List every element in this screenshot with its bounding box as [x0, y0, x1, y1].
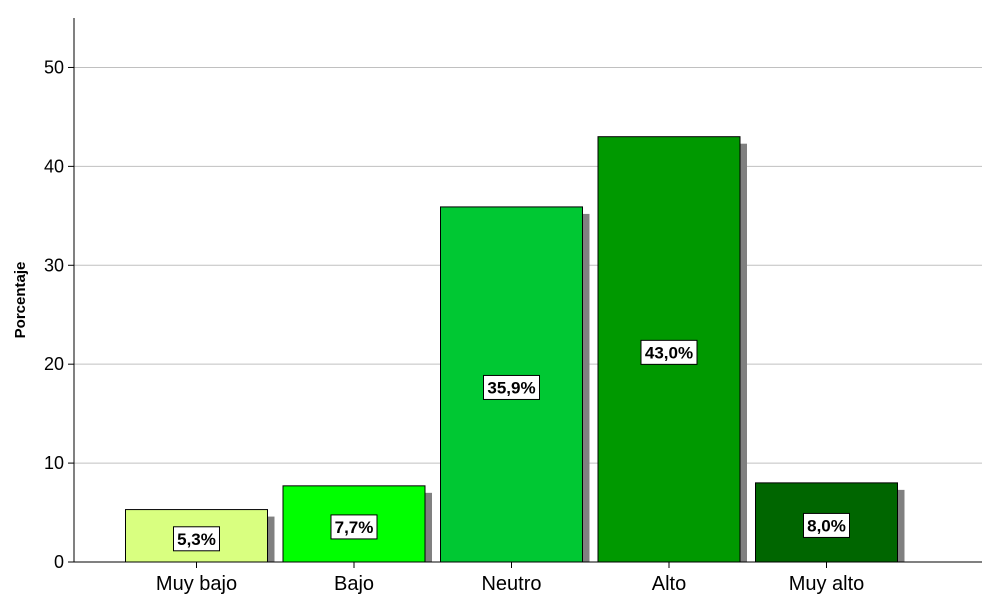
y-tick-label: 20: [44, 354, 64, 374]
x-tick-label: Alto: [652, 573, 686, 595]
data-label-box: [640, 339, 698, 365]
x-tick-label: Neutro: [481, 573, 541, 595]
y-tick-label: 10: [44, 453, 64, 473]
y-tick-label: 50: [44, 57, 64, 77]
data-label-box: [483, 374, 540, 400]
data-label: 5,3%: [177, 530, 216, 549]
bars: 5,3% 7,7% 35,9% 43,0% 8,0%: [125, 136, 905, 563]
y-axis-title: Porcentaje: [12, 262, 29, 339]
data-label-box: [330, 514, 378, 540]
y-tick-label: 40: [44, 156, 64, 176]
data-label: 7,7%: [335, 518, 374, 537]
y-tick-label: 0: [54, 552, 64, 572]
x-tick-label: Muy alto: [789, 573, 865, 595]
x-tick-label: Muy bajo: [156, 573, 237, 595]
data-label: 8,0%: [807, 516, 846, 535]
data-label-box: [803, 512, 850, 538]
data-label: 35,9%: [487, 378, 535, 397]
data-label: 43,0%: [645, 343, 693, 362]
x-tick-label: Bajo: [334, 573, 374, 595]
y-axis-ticks: 0 10 20 30 40 50: [44, 57, 74, 572]
x-axis-categories: Muy bajo Bajo Neutro Alto Muy alto: [156, 562, 864, 595]
y-tick-label: 30: [44, 255, 64, 275]
data-label-box: [173, 526, 220, 552]
